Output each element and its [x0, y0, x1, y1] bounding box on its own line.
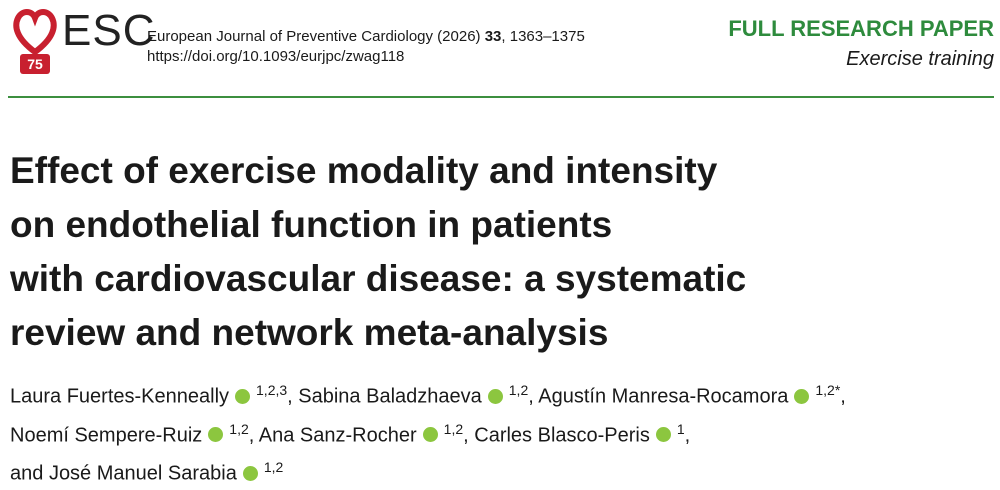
- author-line: Noemí Sempere-Ruiz 1,2, Ana Sanz-Rocher 1,…: [10, 413, 846, 452]
- affiliation: 1,2: [263, 459, 284, 476]
- logo-badge: 75: [27, 56, 43, 72]
- title-line: on endothelial function in patients: [10, 204, 613, 245]
- author-name: José Manuel Sarabia: [48, 462, 237, 485]
- author-line: Laura Fuertes-Kenneally 1,2,3, Sabina Bal…: [10, 374, 846, 413]
- separator: ,: [528, 385, 534, 408]
- orcid-icon[interactable]: [235, 388, 251, 404]
- citation-journal: European Journal of Preventive Cardiolog…: [147, 28, 485, 45]
- author-name: Laura Fuertes-Kenneally: [10, 385, 230, 408]
- author-name: Carles Blasco-Peris: [474, 424, 650, 447]
- separator: ,: [840, 385, 846, 408]
- orcid-icon[interactable]: [242, 465, 258, 481]
- page: 75 ESC European Journal of Preventive Ca…: [8, 6, 994, 485]
- affiliation: 1,2*: [815, 382, 841, 398]
- title: Effect of exercise modality and intensit…: [10, 144, 746, 360]
- orcid-icon[interactable]: [208, 427, 224, 443]
- esc-logo: 75: [13, 9, 57, 74]
- doi[interactable]: https://doi.org/10.1093/eurjpc/zwag118: [147, 48, 405, 65]
- paper-type: FULL RESEARCH PAPER: [728, 16, 994, 41]
- logo-text: ESC: [62, 6, 156, 55]
- affiliation: 1,2: [443, 420, 464, 437]
- author-name: Sabina Baladzhaeva: [298, 385, 482, 408]
- divider: [8, 96, 994, 98]
- author-prefix: and: [10, 462, 44, 485]
- author-name: Noemí Sempere-Ruiz: [10, 424, 203, 447]
- author-name: Ana Sanz-Rocher: [258, 424, 417, 447]
- separator: ,: [463, 424, 469, 447]
- title-line: with cardiovascular disease: a systemati…: [10, 258, 747, 299]
- orcid-icon[interactable]: [655, 427, 671, 443]
- title-line: review and network meta-analysis: [10, 312, 609, 353]
- authors: Laura Fuertes-Kenneally 1,2,3, Sabina Bal…: [10, 374, 846, 490]
- citation-volume: 33: [484, 28, 502, 45]
- affiliation: 1,2: [508, 382, 529, 398]
- affiliation: 1: [676, 420, 685, 437]
- orcid-icon[interactable]: [794, 388, 810, 404]
- citation: European Journal of Preventive Cardiolog…: [147, 28, 585, 45]
- title-line: Effect of exercise modality and intensit…: [10, 150, 718, 191]
- separator: ,: [248, 424, 255, 447]
- author-name: Agustín Manresa-Rocamora: [538, 385, 789, 408]
- separator: ,: [287, 385, 293, 408]
- orcid-icon[interactable]: [422, 427, 438, 443]
- author-line: and José Manuel Sarabia 1,2: [10, 451, 846, 490]
- orcid-icon[interactable]: [487, 388, 503, 404]
- affiliation: 1,2,3: [256, 382, 288, 398]
- citation-pages: , 1363–1375: [501, 28, 585, 45]
- affiliation: 1,2: [229, 420, 249, 437]
- separator: ,: [684, 424, 691, 447]
- section: Exercise training: [846, 48, 994, 70]
